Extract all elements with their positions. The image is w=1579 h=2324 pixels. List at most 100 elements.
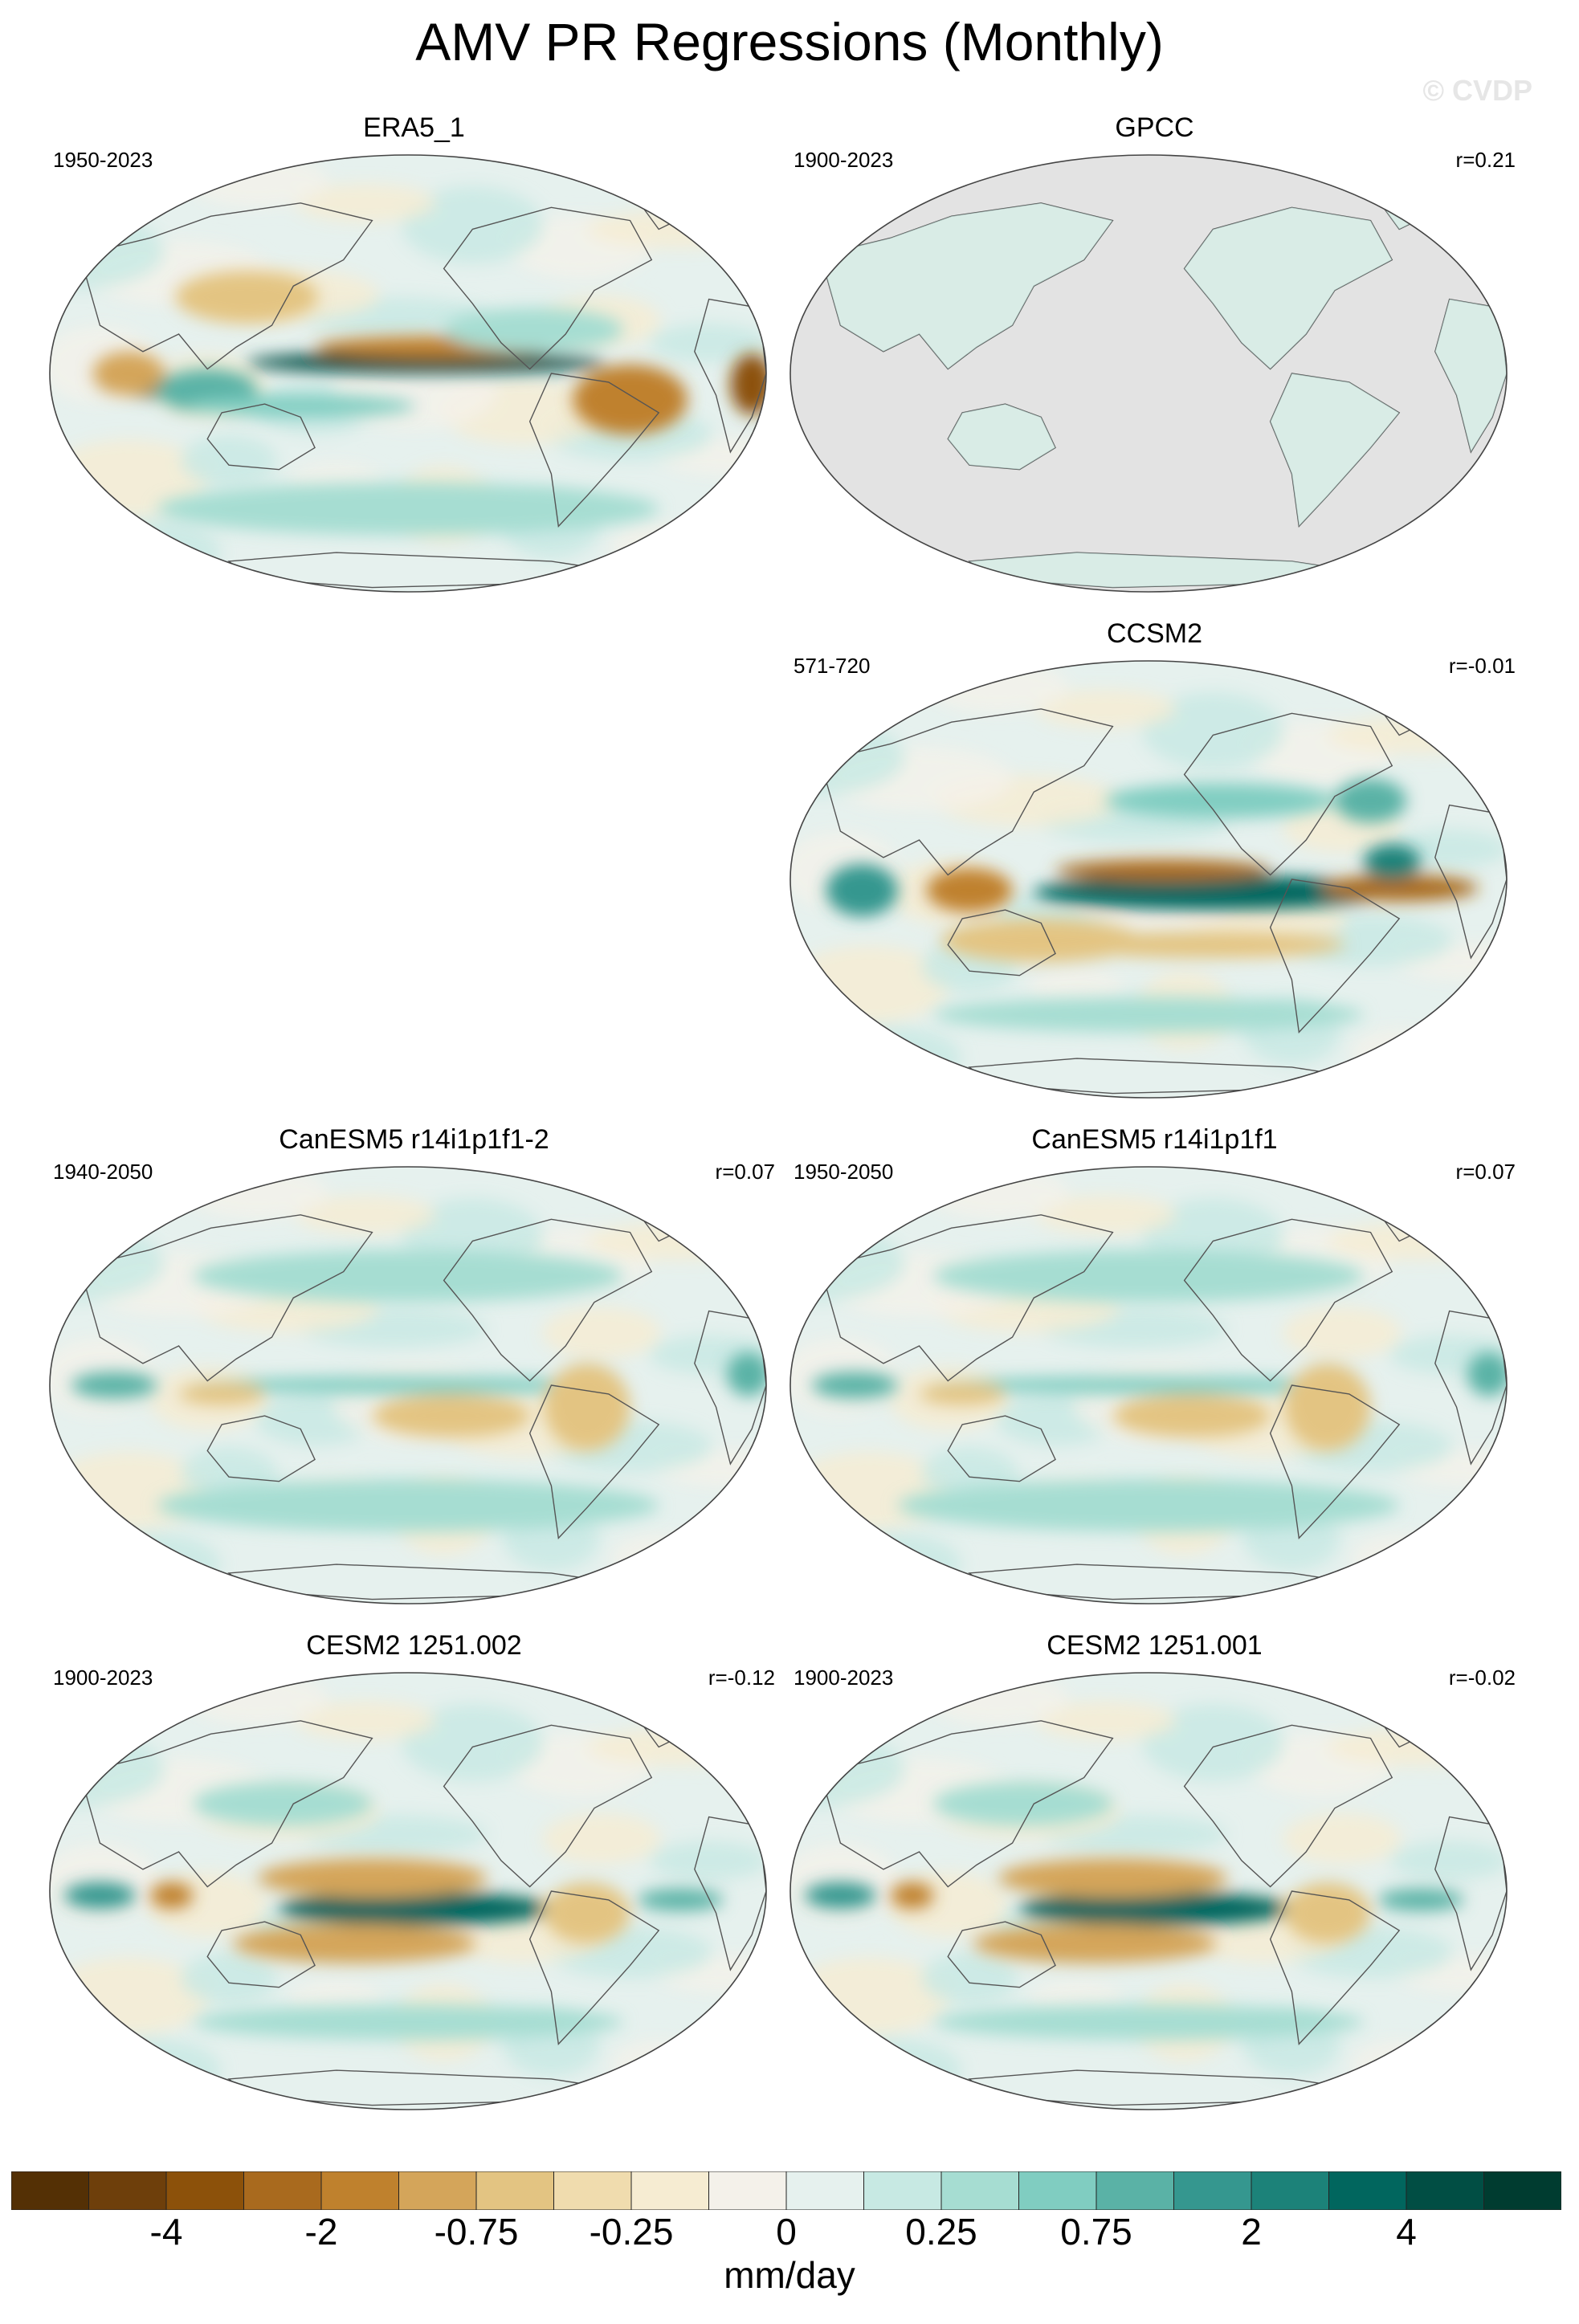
coastline-asia [84,1214,373,1382]
land-anomaly [1434,299,1507,452]
anomaly-region [1351,2040,1448,2092]
land-anomaly [1270,373,1400,527]
anomaly-region [1105,783,1335,818]
coastline-samer [1269,1890,1401,2045]
colorbar-swatch [11,2171,89,2210]
anomaly-region [819,2038,961,2103]
anomaly-region [790,1675,838,1714]
panel-correlation: r=-0.01 [1448,654,1516,678]
anomaly-region [1059,932,1346,958]
map-panel: CESM2 1251.001 1900-2023 r=-0.02 [787,1630,1522,2112]
colorbar-tick-label: 0.25 [905,2211,977,2253]
map-border [790,1166,1508,1604]
colorbar-tick-label: 0 [776,2211,797,2253]
coastline-austr [947,1921,1056,1988]
panel-title: GPCC [1115,112,1194,143]
anomaly-region [819,1532,961,1597]
coastline-namer [1183,1724,1393,1888]
coastline-asia [84,1720,373,1888]
coastline-samer [1269,879,1401,1034]
colorbar-swatch [1328,2171,1407,2210]
anomaly-region [149,1882,194,1909]
colorbar-tick-label: -0.75 [434,2211,519,2253]
main-title: AMV PR Regressions (Monthly) [415,12,1164,71]
coastline-austr [206,1415,316,1482]
anomaly-region [1142,1704,1284,1782]
land-anomaly [969,552,1349,588]
anomaly-region [1055,859,1271,882]
map-panel: CanESM5 r14i1p1f1 1950-2050 r=0.07 [787,1124,1522,1606]
anomaly-region [1351,1028,1448,1080]
panel-period: 571-720 [794,654,871,678]
panel-title: CanESM5 r14i1p1f1 [1031,1124,1278,1155]
panel-correlation: r=0.07 [715,1160,775,1184]
anomaly-region [50,1675,98,1714]
anomaly-region [649,1841,766,1880]
anomaly-region [1284,1363,1371,1451]
anomaly-region [933,1250,1364,1303]
panel-title: ERA5_1 [363,112,465,143]
anomaly-region [1034,1195,1177,1234]
coastline-austr [206,403,316,471]
coastline-asia [825,1720,1114,1888]
colorbar-swatch [630,2171,709,2210]
panel-period: 1950-2050 [794,1160,894,1184]
anomaly-region [50,157,98,197]
colorbar-swatch [863,2171,942,2210]
watermark: © CVDP [1422,74,1532,107]
colorbar-swatch [165,2171,244,2210]
anomaly-region [1142,692,1284,770]
anomaly-region [541,1812,661,1865]
anomaly-region [544,1363,630,1451]
anomaly-region [1019,1891,1292,1926]
colorbar-swatch [1483,2171,1561,2210]
panel-title: CanESM5 r14i1p1f1-2 [279,1124,549,1155]
colorbar-swatch [320,2171,399,2210]
anomaly-region [1351,1534,1448,1586]
coastline-namer [443,206,653,370]
colorbar-tick-label: 0.75 [1060,2211,1132,2253]
anomaly-region [294,183,436,222]
anomaly-region [50,1169,98,1209]
robinson-map [49,1672,767,2110]
colorbar-swatch [475,2171,554,2210]
robinson-map [49,154,767,593]
anomaly-region [1034,875,1393,911]
colorbar-swatch [785,2171,864,2210]
anomaly-region [402,1704,544,1782]
anomaly-region [294,1195,436,1234]
anomaly-region [998,1858,1228,1898]
anomaly-region [232,1923,476,1963]
colorbar-tick-label: -4 [149,2211,183,2253]
robinson-map [790,1672,1508,2110]
map-border [49,154,767,593]
anomaly-region [1112,1393,1271,1438]
colorbar-swatch [88,2171,167,2210]
colorbar-swatch [1406,2171,1484,2210]
anomaly-region [186,395,415,418]
colorbar-swatch [398,2171,477,2210]
anomaly-region [178,1383,265,1405]
anomaly-region [790,663,838,703]
coastline-namer [1183,712,1393,876]
anomaly-region [157,483,659,536]
anomaly-region [726,1352,766,1396]
anomaly-region [1389,1841,1507,1880]
land-anomaly [948,404,1056,470]
colorbar-tick-label: -2 [304,2211,338,2253]
map-border [49,1672,767,2110]
anomaly-region [610,1534,708,1586]
anomaly-region [79,520,221,585]
anomaly-region [933,1376,1364,1394]
robinson-map [790,660,1508,1099]
panel-correlation: r=0.21 [1455,148,1516,172]
colorbar-swatch [1251,2171,1329,2210]
land-anomaly [1184,207,1393,369]
anomaly-region [610,522,708,574]
anomaly-region [294,1701,436,1740]
panel-title: CESM2 1251.001 [1047,1630,1263,1661]
colorbar-tick-label: 2 [1241,2211,1262,2253]
coastline-austr [947,909,1056,976]
colorbar-units: mm/day [724,2254,855,2296]
coastline-asia [825,1214,1114,1382]
